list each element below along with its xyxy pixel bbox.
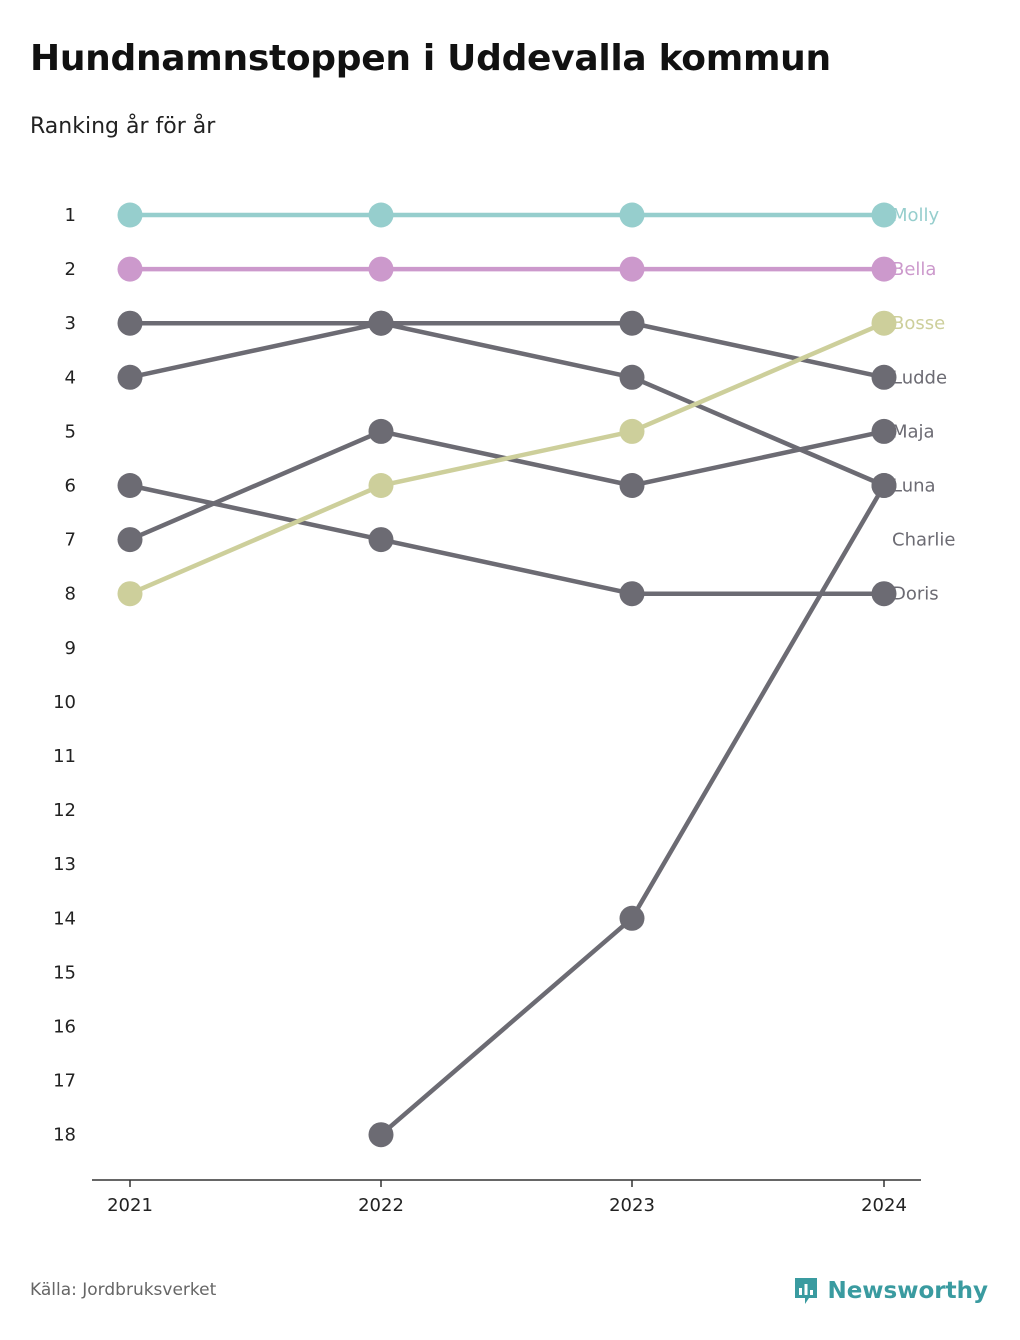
series-label-ludde: Ludde xyxy=(892,367,947,388)
data-point-charlie xyxy=(871,473,897,498)
y-tick-label: 16 xyxy=(53,1017,76,1038)
data-point-bella xyxy=(619,256,645,282)
x-tick-label: 2021 xyxy=(107,1195,153,1216)
series-line-ludde xyxy=(130,320,885,380)
y-tick-label: 5 xyxy=(65,421,76,442)
data-point-luna xyxy=(117,364,143,390)
data-point-bella xyxy=(368,256,394,282)
newsworthy-logo-icon xyxy=(795,1278,818,1304)
series-line-bosse xyxy=(129,321,885,596)
data-point-molly xyxy=(368,202,394,228)
data-point-molly xyxy=(619,202,645,228)
data-point-bosse xyxy=(368,473,394,498)
data-point-bosse xyxy=(871,310,897,336)
y-tick-label: 9 xyxy=(65,638,76,659)
series-line-doris xyxy=(129,483,884,596)
y-tick-label: 2 xyxy=(65,259,76,280)
data-point-ludde xyxy=(619,310,645,336)
series-label-charlie: Charlie xyxy=(892,530,955,551)
data-point-bosse xyxy=(619,418,645,444)
data-point-doris xyxy=(117,473,143,498)
source-note: Källa: Jordbruksverket xyxy=(30,1280,217,1300)
brand-name: Newsworthy xyxy=(827,1278,988,1304)
brand-logo: Newsworthy xyxy=(793,1276,988,1306)
series-label-molly: Molly xyxy=(892,205,940,226)
y-tick-label: 14 xyxy=(53,908,76,929)
series-line-luna xyxy=(129,320,885,488)
data-point-molly xyxy=(871,202,897,228)
y-tick-label: 10 xyxy=(53,692,76,713)
data-point-luna xyxy=(619,364,645,390)
data-point-maja xyxy=(368,418,394,444)
data-point-ludde xyxy=(117,310,143,336)
y-tick-label: 13 xyxy=(53,854,76,875)
data-point-maja xyxy=(871,418,897,444)
y-tick-label: 11 xyxy=(53,746,76,767)
x-tick-label: 2024 xyxy=(861,1195,907,1216)
series-label-bosse: Bosse xyxy=(892,313,945,334)
data-point-maja xyxy=(117,527,143,553)
y-tick-label: 3 xyxy=(65,313,76,334)
y-tick-label: 18 xyxy=(53,1125,76,1146)
series-label-bella: Bella xyxy=(892,259,936,280)
series-label-luna: Luna xyxy=(892,476,936,497)
data-point-doris xyxy=(619,581,645,607)
series-label-maja: Maja xyxy=(892,421,935,442)
series-line-maja xyxy=(129,429,885,542)
data-point-doris xyxy=(871,581,897,607)
y-tick-label: 1 xyxy=(65,205,76,226)
y-tick-label: 6 xyxy=(65,476,76,497)
data-point-charlie xyxy=(368,1122,394,1148)
y-tick-label: 15 xyxy=(53,962,76,983)
y-tick-label: 8 xyxy=(65,584,76,605)
y-tick-label: 17 xyxy=(53,1071,76,1092)
y-tick-label: 12 xyxy=(53,800,76,821)
series-label-doris: Doris xyxy=(892,584,939,605)
data-point-doris xyxy=(368,527,394,553)
y-tick-label: 4 xyxy=(65,367,76,388)
chart-subtitle: Ranking år för år xyxy=(30,114,216,139)
data-point-bella xyxy=(117,256,143,282)
x-tick-label: 2022 xyxy=(358,1195,404,1216)
x-tick-label: 2023 xyxy=(609,1195,655,1216)
data-point-ludde xyxy=(871,364,897,390)
data-point-charlie xyxy=(619,905,645,931)
chart-title: Hundnamnstoppen i Uddevalla kommun xyxy=(30,38,831,79)
data-point-luna xyxy=(368,310,394,336)
data-point-bella xyxy=(871,256,897,282)
data-point-bosse xyxy=(117,581,143,607)
data-point-molly xyxy=(117,202,143,228)
data-point-maja xyxy=(619,473,645,498)
y-tick-label: 7 xyxy=(65,530,76,551)
